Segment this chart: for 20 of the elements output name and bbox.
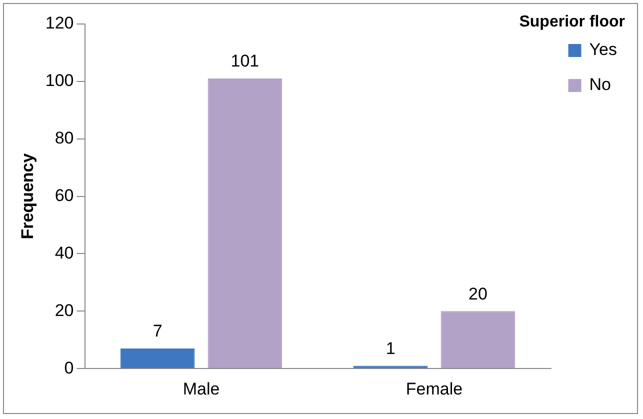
data-label: 7 <box>152 322 162 341</box>
legend-label: Yes <box>589 40 617 60</box>
legend-label: No <box>589 75 611 94</box>
data-label: 101 <box>230 52 260 71</box>
bar <box>120 348 195 368</box>
y-tick-label: 80 <box>54 128 74 148</box>
y-tick-label: 60 <box>54 186 74 205</box>
y-tick-label: 20 <box>54 300 74 320</box>
data-label: 1 <box>386 338 396 358</box>
legend-title: Superior floor <box>519 13 625 30</box>
y-tick-label: 0 <box>64 358 74 378</box>
bar <box>440 311 516 368</box>
x-tick-label: Female <box>406 379 463 398</box>
bar <box>208 78 282 368</box>
y-tick-label: 100 <box>45 71 74 90</box>
y-tick-label: 120 <box>45 14 74 33</box>
y-axis-title: Frequency <box>18 152 37 240</box>
y-tick-label: 40 <box>54 243 74 262</box>
data-label: 20 <box>468 284 488 304</box>
x-tick-label: Male <box>182 379 220 398</box>
